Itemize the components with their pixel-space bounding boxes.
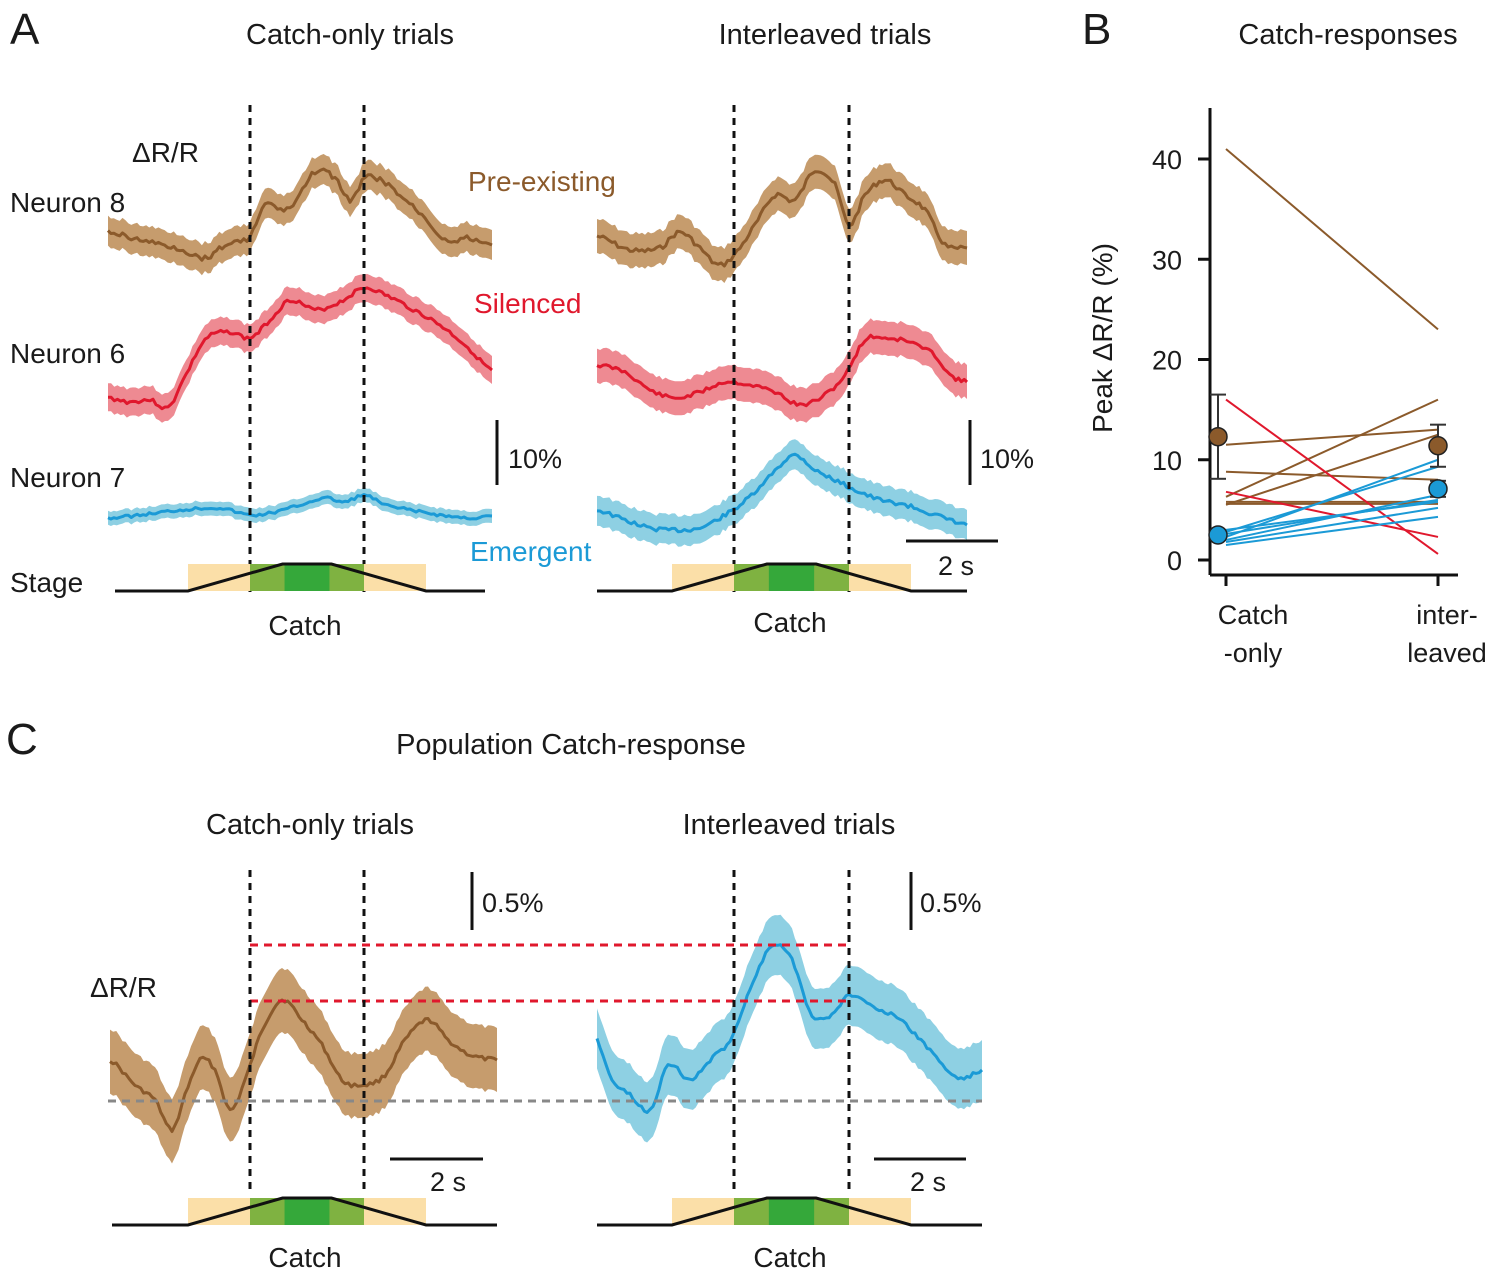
panel-b-y-label: Peak ΔR/R (%) (1087, 243, 1118, 433)
x-tick-label-catch-line1: Catch (1218, 600, 1289, 630)
pre-existing-label: Pre-existing (468, 166, 616, 197)
c-scalebar-y-left-label: 0.5% (482, 888, 544, 918)
scalebar-y-left-label: 10% (508, 444, 562, 474)
panel-c: C Population Catch-response Catch-only t… (6, 715, 984, 1273)
x-tick-label-catch-line2: -only (1224, 638, 1283, 668)
pre_existing-mean-point-1 (1428, 435, 1448, 456)
silenced-neuron-line-7 (1225, 398, 1439, 555)
y-tick-label-40: 40 (1152, 145, 1182, 175)
a-left-stage-trajectory (115, 562, 485, 593)
c-right-stage-catch-core (768, 1198, 815, 1225)
neuron-7-label: Neuron 7 (10, 462, 125, 493)
population-interleaved-line (595, 943, 984, 1114)
pre_existing-neuron-line-5 (1225, 433, 1439, 506)
panel-c-traces (109, 914, 984, 1164)
neuron-6-label: Neuron 6 (10, 338, 125, 369)
stage-bar-left (115, 562, 485, 593)
y-tick-label-10: 10 (1152, 446, 1182, 476)
stage-bar-right (597, 562, 967, 593)
neuron-6-interleaved-band (597, 318, 967, 423)
pre_existing-neuron-line-3 (1225, 398, 1439, 498)
emergent-label: Emergent (470, 536, 592, 567)
c-left-stage-trajectory (112, 1196, 497, 1227)
c-catch-label-right: Catch (753, 1242, 826, 1273)
emergent-neuron-line-13 (1225, 506, 1439, 543)
neuron-7-interleaved-band (597, 439, 967, 547)
emergent-mean-point-1 (1428, 479, 1448, 499)
silenced-neuron-line-8 (1225, 490, 1439, 538)
neuron-8-catch-only-line (106, 167, 493, 262)
panel-a-y-label: ΔR/R (132, 137, 199, 168)
neuron-8-interleaved-line (596, 170, 968, 268)
emergent-neuron-line-10 (1225, 465, 1439, 533)
c-stage-bar-right (597, 1196, 982, 1227)
emergent-neuron-line-14 (1225, 515, 1439, 546)
y-tick-label-0: 0 (1167, 546, 1182, 576)
panel-a-traces (106, 154, 969, 547)
c-catch-label-left: Catch (268, 1242, 341, 1273)
panel-b: B Catch-responses Peak ΔR/R (%) 0 10 20 30 4… (1082, 5, 1487, 668)
stage-label: Stage (10, 567, 83, 598)
population-interleaved-band (597, 914, 982, 1143)
neuron-8-label: Neuron 8 (10, 187, 125, 218)
a-right-stage-trajectory (597, 562, 967, 593)
c-stage-bar-left (112, 1196, 497, 1227)
c-right-stage-trajectory (597, 1196, 982, 1227)
x-tick-label-interleaved-line1: inter- (1416, 600, 1478, 630)
x-tick-label-interleaved-line2: leaved (1407, 638, 1487, 668)
neuron-7-catch-only-line (107, 493, 493, 521)
silenced-label: Silenced (474, 288, 581, 319)
c-scalebar-x-left-label: 2 s (430, 1167, 466, 1197)
emergent-mean-point-0 (1208, 525, 1228, 545)
panel-c-letter: C (6, 715, 38, 764)
population-catch-only-band (110, 968, 497, 1164)
population-catch-only-line (109, 998, 498, 1133)
panel-a: A Catch-only trials Interleaved trials Δ… (10, 5, 1034, 641)
c-scalebar-x-right-label: 2 s (910, 1167, 946, 1197)
panel-c-title-left: Catch-only trials (206, 809, 414, 841)
panel-c-title: Population Catch-response (396, 729, 746, 761)
catch-label-left: Catch (268, 610, 341, 641)
neuron-6-catch-only-band (108, 273, 492, 423)
emergent-neuron-line-15 (1225, 500, 1439, 531)
panel-c-title-right: Interleaved trials (683, 809, 896, 841)
neuron-6-catch-only-line (108, 286, 493, 411)
panel-a-letter: A (10, 5, 40, 54)
pre_existing-mean-point-0 (1208, 426, 1228, 447)
panel-b-letter: B (1082, 5, 1111, 54)
neuron-6-interleaved-line (596, 333, 969, 408)
panel-b-title: Catch-responses (1238, 19, 1457, 51)
a-right-stage-catch-core (768, 564, 815, 591)
catch-label-right: Catch (753, 607, 826, 638)
panel-b-chart: 0 10 20 30 40 (1152, 108, 1458, 586)
neuron-7-interleaved-line (596, 452, 968, 534)
neuron-8-catch-only-band (108, 154, 492, 276)
pre_existing-neuron-line-0 (1225, 148, 1439, 331)
a-left-stage-catch-core (284, 564, 330, 591)
panel-a-title-left: Catch-only trials (246, 19, 454, 51)
panel-a-title-right: Interleaved trials (719, 19, 932, 51)
neuron-8-interleaved-band (597, 154, 967, 283)
panel-c-y-label: ΔR/R (90, 972, 157, 1003)
c-left-stage-catch-core (284, 1198, 330, 1225)
y-tick-label-30: 30 (1152, 245, 1182, 275)
scalebar-y-right-label: 10% (980, 444, 1034, 474)
y-tick-label-20: 20 (1152, 346, 1182, 376)
pre_existing-neuron-line-1 (1225, 428, 1439, 446)
c-scalebar-y-right-label: 0.5% (920, 888, 982, 918)
scalebar-x-label: 2 s (938, 551, 974, 581)
